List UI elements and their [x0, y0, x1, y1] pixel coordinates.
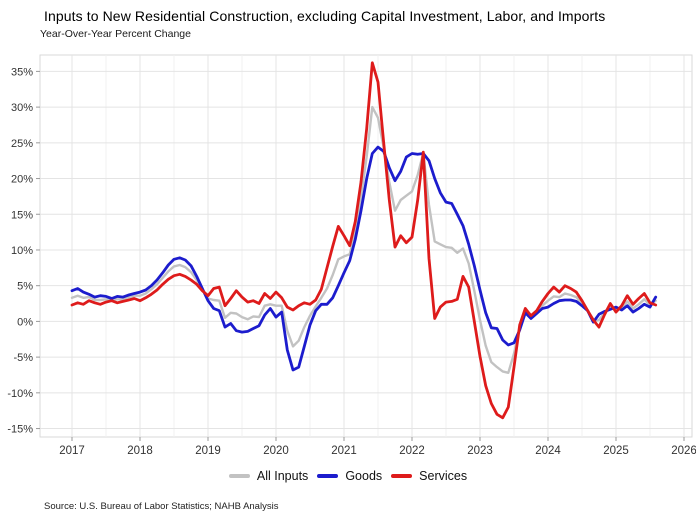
series-line-goods: [70, 145, 658, 372]
chart-subtitle: Year-Over-Year Percent Change: [40, 28, 191, 40]
legend-label-goods: Goods: [345, 469, 383, 483]
x-tick-label: 2023: [467, 445, 493, 457]
x-tick-label: 2021: [331, 445, 357, 457]
y-tick-label: 15%: [11, 209, 33, 221]
plot-panel: [39, 54, 693, 438]
x-tick-label: 2024: [535, 445, 561, 457]
x-tick-label: 2025: [603, 445, 629, 457]
y-tick-label: 10%: [11, 245, 33, 257]
legend: All Inputs Goods Services: [0, 469, 696, 483]
source-note: Source: U.S. Bureau of Labor Statistics;…: [44, 501, 279, 512]
chart-title: Inputs to New Residential Construction, …: [44, 8, 606, 24]
y-tick-label: 35%: [11, 66, 33, 78]
legend-swatch-goods: [317, 474, 339, 478]
legend-label-services: Services: [419, 469, 468, 483]
legend-label-all-inputs: All Inputs: [256, 469, 309, 483]
x-tick-label: 2026: [671, 445, 696, 457]
legend-swatch-services: [391, 474, 413, 478]
x-tick-label: 2020: [263, 445, 289, 457]
legend-item-goods: Goods: [317, 469, 382, 483]
y-tick-label: -5%: [13, 352, 33, 364]
series-line-services: [70, 61, 658, 420]
x-tick-label: 2022: [399, 445, 425, 457]
legend-item-services: Services: [391, 469, 467, 483]
x-tick-label: 2018: [127, 445, 153, 457]
y-tick-label: 0%: [17, 316, 33, 328]
y-tick-label: -10%: [7, 388, 33, 400]
legend-item-all-inputs: All Inputs: [228, 469, 309, 483]
x-tick-label: 2019: [195, 445, 221, 457]
legend-swatch-all-inputs: [228, 474, 250, 478]
x-tick-label: 2017: [59, 445, 85, 457]
y-tick-label: 30%: [11, 102, 33, 114]
y-tick-label: -15%: [7, 424, 33, 436]
y-tick-label: 25%: [11, 138, 33, 150]
series-line-all-inputs: [70, 105, 657, 374]
y-tick-label: 5%: [17, 281, 33, 293]
y-tick-label: 20%: [11, 174, 33, 186]
